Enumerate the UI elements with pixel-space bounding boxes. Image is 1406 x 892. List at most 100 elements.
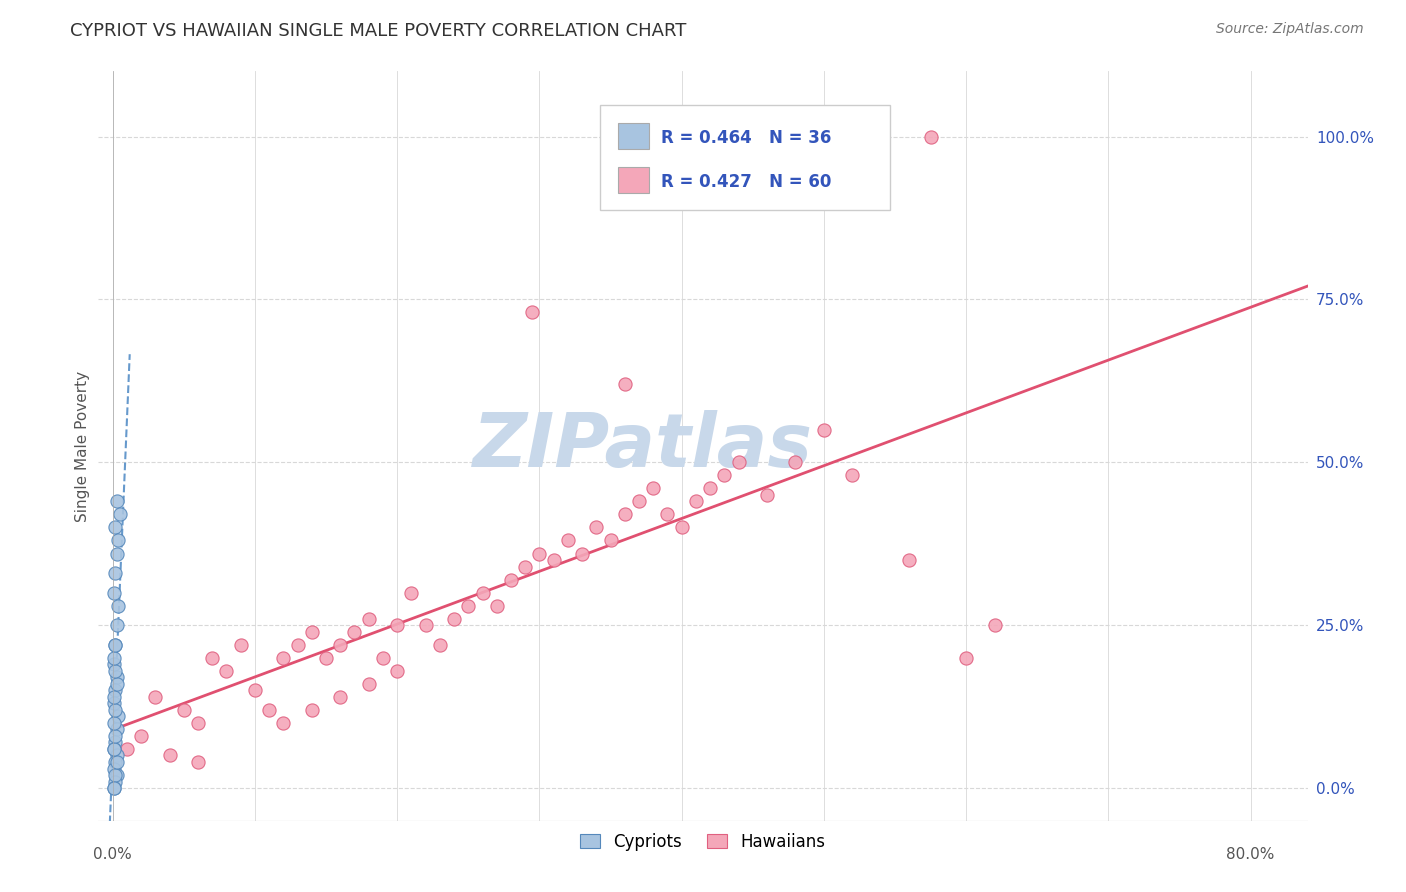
Point: [699, 481, 721, 495]
Point: [329, 638, 352, 652]
Point: [357, 612, 380, 626]
Point: [115, 742, 138, 756]
Text: Source: ZipAtlas.com: Source: ZipAtlas.com: [1216, 22, 1364, 37]
Point: [920, 129, 942, 144]
Point: [785, 455, 807, 469]
Point: [104, 638, 127, 652]
Point: [103, 742, 125, 756]
Point: [103, 657, 125, 672]
Point: [371, 650, 394, 665]
Point: [401, 585, 423, 599]
Point: [103, 690, 125, 704]
Point: [571, 547, 593, 561]
Point: [104, 683, 127, 698]
Point: [103, 585, 125, 599]
Point: [471, 585, 494, 599]
Point: [273, 650, 295, 665]
Point: [385, 664, 408, 678]
Point: [215, 664, 238, 678]
Point: [357, 677, 380, 691]
Point: [301, 703, 323, 717]
Point: [343, 624, 366, 639]
Point: [105, 547, 128, 561]
Point: [104, 566, 127, 580]
Point: [599, 533, 621, 548]
Point: [104, 638, 127, 652]
Point: [103, 762, 125, 776]
Text: R = 0.427   N = 60: R = 0.427 N = 60: [661, 173, 831, 191]
Point: [104, 735, 127, 749]
Point: [443, 612, 465, 626]
Point: [104, 703, 127, 717]
Point: [315, 650, 337, 665]
Point: [685, 494, 707, 508]
Point: [103, 697, 125, 711]
Point: [105, 677, 128, 691]
Text: R = 0.464   N = 36: R = 0.464 N = 36: [661, 129, 831, 147]
Point: [187, 715, 209, 730]
Point: [104, 768, 127, 782]
Point: [457, 599, 479, 613]
Point: [756, 488, 779, 502]
Point: [385, 618, 408, 632]
Point: [613, 377, 636, 392]
Point: [104, 774, 127, 789]
Point: [983, 618, 1005, 632]
Point: [104, 520, 127, 534]
Point: [173, 703, 195, 717]
Point: [813, 423, 835, 437]
Point: [415, 618, 437, 632]
Point: [257, 703, 280, 717]
Point: [287, 638, 309, 652]
Point: [105, 768, 128, 782]
Point: [515, 559, 537, 574]
Point: [657, 508, 679, 522]
FancyBboxPatch shape: [619, 123, 648, 149]
Y-axis label: Single Male Poverty: Single Male Poverty: [75, 370, 90, 522]
Point: [104, 664, 127, 678]
Point: [243, 683, 266, 698]
Point: [104, 755, 127, 769]
Point: [201, 650, 224, 665]
Point: [229, 638, 252, 652]
Point: [103, 780, 125, 795]
Text: CYPRIOT VS HAWAIIAN SINGLE MALE POVERTY CORRELATION CHART: CYPRIOT VS HAWAIIAN SINGLE MALE POVERTY …: [70, 22, 686, 40]
Point: [108, 508, 131, 522]
Point: [429, 638, 451, 652]
Point: [727, 455, 749, 469]
Point: [301, 624, 323, 639]
Point: [187, 755, 209, 769]
Point: [713, 468, 735, 483]
Point: [329, 690, 352, 704]
Point: [104, 729, 127, 743]
Point: [898, 553, 921, 567]
Point: [105, 723, 128, 737]
Legend: Cypriots, Hawaiians: Cypriots, Hawaiians: [574, 826, 832, 857]
FancyBboxPatch shape: [600, 105, 890, 210]
Point: [522, 305, 544, 319]
Point: [841, 468, 863, 483]
Point: [529, 547, 551, 561]
Point: [103, 715, 125, 730]
Point: [955, 650, 977, 665]
Point: [143, 690, 166, 704]
Point: [103, 650, 125, 665]
Point: [273, 715, 295, 730]
Point: [159, 748, 181, 763]
Text: 0.0%: 0.0%: [93, 847, 132, 862]
Point: [557, 533, 579, 548]
Point: [643, 481, 665, 495]
FancyBboxPatch shape: [619, 167, 648, 194]
Point: [105, 748, 128, 763]
Point: [105, 494, 128, 508]
Point: [105, 755, 128, 769]
Point: [627, 494, 650, 508]
Point: [107, 709, 129, 723]
Point: [107, 599, 129, 613]
Point: [585, 520, 607, 534]
Text: 80.0%: 80.0%: [1226, 847, 1275, 862]
Point: [485, 599, 508, 613]
Point: [105, 618, 128, 632]
Point: [671, 520, 693, 534]
Point: [543, 553, 565, 567]
